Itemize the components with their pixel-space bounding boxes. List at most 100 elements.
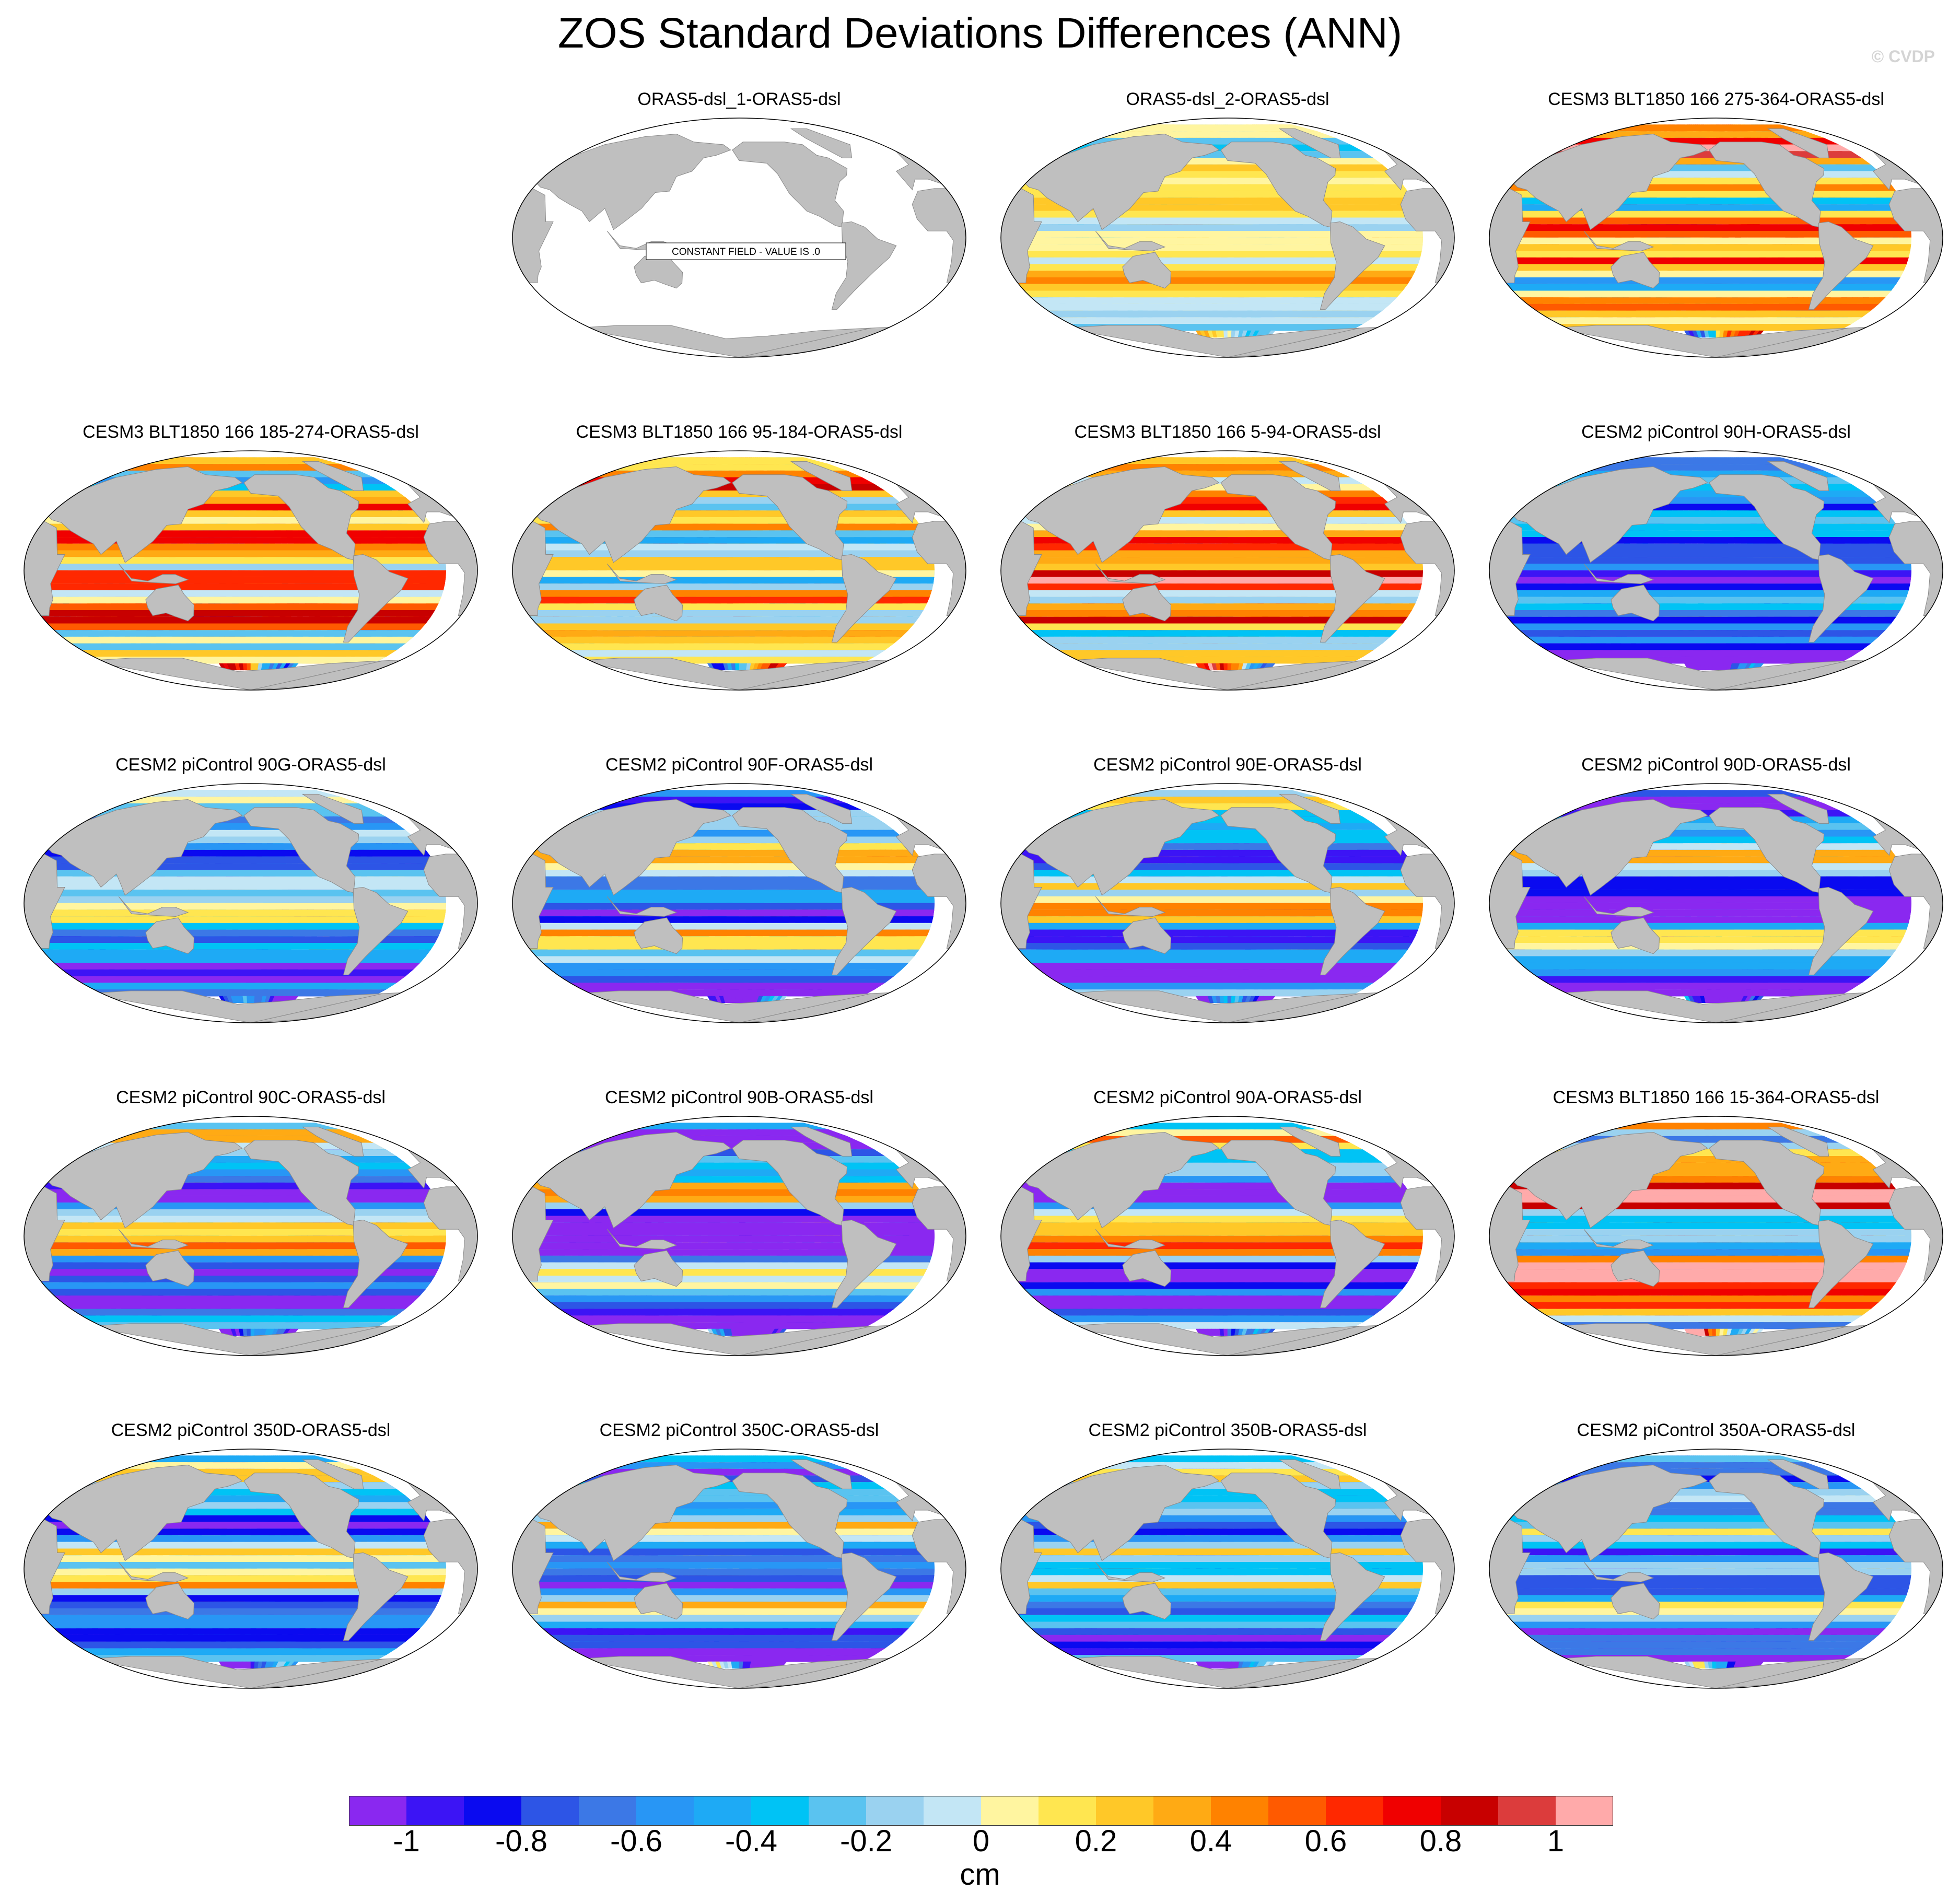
land-mass (1709, 1473, 1825, 1559)
colorbar-swatch (924, 1796, 982, 1825)
world-map (24, 783, 478, 1023)
map-panel: CESM2 piControl 90E-ORAS5-dsl (987, 753, 1468, 1077)
land-mass (1122, 252, 1172, 289)
land-mass (1888, 1519, 1943, 1615)
map-panel: CESM2 piControl 90F-ORAS5-dsl (499, 753, 979, 1077)
world-map (1489, 450, 1943, 691)
land-mass (1320, 1552, 1385, 1641)
land-mass (912, 521, 966, 616)
land-mass (343, 1219, 409, 1308)
world-map (512, 450, 966, 691)
colorbar-tick-label: -0.4 (725, 1824, 777, 1853)
colorbar-swatch (1153, 1796, 1211, 1825)
map-panel: ORAS5-dsl_1-ORAS5-dsl CONSTANT FIELD - VA… (499, 88, 979, 412)
land-mass (1400, 521, 1454, 616)
land-mass (1278, 461, 1341, 491)
land-mass (145, 1583, 195, 1620)
land-mass (1767, 1459, 1829, 1489)
map-border (512, 118, 966, 358)
world-map (1489, 1449, 1943, 1689)
land-mass (512, 1132, 731, 1229)
colorbar-frame (349, 1796, 1613, 1826)
colorbar-swatch (1498, 1796, 1556, 1825)
colorbar-swatch (521, 1796, 579, 1825)
panel-title: CESM2 piControl 350B-ORAS5-dsl (987, 1419, 1468, 1442)
land-mass (790, 128, 853, 158)
land-mass (1583, 230, 1654, 251)
colorbar-tick-label: -0.6 (610, 1824, 662, 1853)
map-border (1489, 1449, 1943, 1689)
land-mass (634, 585, 683, 622)
land-mass (243, 807, 359, 893)
land-mass (831, 1552, 897, 1641)
map-border (24, 1449, 478, 1689)
land-mass (145, 585, 195, 622)
land-mass (790, 1459, 853, 1489)
panel-title: CESM2 piControl 90H-ORAS5-dsl (1476, 421, 1956, 443)
land-mass (831, 1219, 897, 1308)
land-mass (1808, 554, 1874, 643)
land-mass (24, 1465, 243, 1561)
land-mass (1220, 1473, 1336, 1559)
land-mass (1095, 1561, 1166, 1582)
world-map (24, 450, 478, 691)
land-mass (790, 461, 853, 491)
land-mass (1611, 252, 1660, 289)
panel-title: CESM3 BLT1850 166 5-94-ORAS5-dsl (987, 421, 1468, 443)
map-border (1000, 1449, 1455, 1689)
land-mass (732, 1473, 848, 1559)
land-mass (1001, 466, 1220, 563)
land-mass (1278, 1126, 1341, 1157)
world-map (1489, 118, 1943, 358)
map-panel: CESM2 piControl 350B-ORAS5-dsl (987, 1419, 1468, 1743)
land-mass (243, 474, 359, 561)
land-mass (1489, 1465, 1708, 1561)
land-mass (1122, 1250, 1172, 1287)
colorbar-swatch (464, 1796, 522, 1825)
map-panel: CESM2 piControl 90D-ORAS5-dsl (1476, 753, 1956, 1077)
map-panel: CESM3 BLT1850 166 275-364-ORAS5-dsl (1476, 88, 1956, 412)
land-mass (423, 521, 477, 616)
land-mass (301, 1126, 364, 1157)
land-mass (1709, 1140, 1825, 1226)
land-mass (1808, 886, 1874, 975)
map-panel: CESM3 BLT1850 166 95-184-ORAS5-dsl (499, 421, 979, 744)
colorbar-tick-label: 0.8 (1420, 1824, 1462, 1853)
map-border (512, 783, 966, 1023)
world-map (1000, 118, 1455, 358)
map-border (1000, 450, 1455, 691)
land-mass (118, 563, 189, 584)
land-mass (1583, 1229, 1654, 1250)
land-mass (24, 466, 243, 563)
map-panel: CESM2 piControl 350A-ORAS5-dsl (1476, 1419, 1956, 1743)
land-mass (606, 1229, 678, 1250)
land-mass (1220, 474, 1336, 561)
world-map (24, 1116, 478, 1356)
map-border (512, 450, 966, 691)
land-mass (790, 1126, 853, 1157)
land-mass (1400, 1186, 1454, 1282)
land-mass (606, 896, 678, 917)
land-mass (1888, 521, 1943, 616)
colorbar: -1 -0.8 -0.6 -0.4 -0.2 0 0.2 0.4 0.6 0.8 1 (349, 1796, 1613, 1853)
land-mass (24, 1132, 243, 1229)
colorbar-tick-label: 0.6 (1305, 1824, 1347, 1853)
land-mass (1489, 134, 1708, 230)
panel-title: CESM2 piControl 90C-ORAS5-dsl (10, 1086, 491, 1109)
colorbar-unit-label: cm (0, 1857, 1960, 1893)
map-panel: CESM2 piControl 90A-ORAS5-dsl (987, 1086, 1468, 1410)
colorbar-tick-label: -0.2 (840, 1824, 892, 1853)
world-map (1000, 450, 1455, 691)
land-mass (831, 886, 897, 975)
land-mass (1320, 554, 1385, 643)
panel-title: CESM2 piControl 90A-ORAS5-dsl (987, 1086, 1468, 1109)
land-mass (1888, 1186, 1943, 1282)
land-mass (301, 1459, 364, 1489)
map-border (512, 1449, 966, 1689)
map-border (1489, 450, 1943, 691)
map-panel: CESM3 BLT1850 166 185-274-ORAS5-dsl (10, 421, 491, 744)
land-mass (145, 917, 195, 954)
land-mass (912, 1519, 966, 1615)
map-panel: CESM2 piControl 350C-ORAS5-dsl (499, 1419, 979, 1743)
land-mass (243, 1140, 359, 1226)
